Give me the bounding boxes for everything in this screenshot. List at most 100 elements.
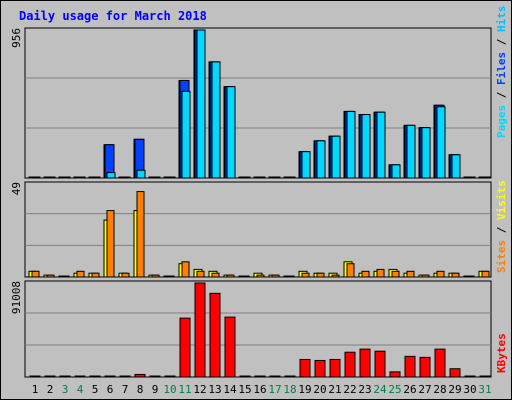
sites-bar-31: [481, 270, 490, 278]
x-tick-label-day-3: 3: [62, 383, 69, 396]
sites-bar-18: [286, 275, 295, 278]
sites-bar-11: [181, 261, 190, 278]
pages-bar-11: [181, 90, 191, 179]
legend-sep-1: /: [495, 85, 508, 105]
sites-bar-25: [391, 270, 400, 278]
kbytes-bar-18: [284, 375, 296, 378]
kbytes-bar-27: [419, 356, 431, 378]
sites-bar-13: [211, 272, 220, 278]
sites-bar-17: [271, 274, 280, 278]
pages-bar-20: [316, 140, 326, 179]
pages-bar-17: [271, 176, 281, 179]
sites-bar-3: [61, 275, 70, 278]
x-tick-label-day-5: 5: [92, 383, 99, 396]
kbytes-scale-max-label: 91008: [10, 281, 23, 314]
x-tick-label-day-2: 2: [47, 383, 54, 396]
kbytes-bar-6: [104, 375, 116, 378]
sites-bar-14: [226, 274, 235, 278]
pages-bar-6: [106, 172, 116, 179]
kbytes-bar-30: [464, 375, 476, 378]
sites-bar-2: [46, 274, 55, 278]
kbytes-bar-23: [359, 348, 371, 378]
legend-visits: Visits: [495, 180, 508, 220]
pages-bar-3: [61, 176, 71, 179]
sites-bar-28: [436, 270, 445, 278]
x-axis-day-labels: 1 2 3 4 5 6 7 8 9 10 11 12 13 14 15 16 17 18 19 20 21 22 23 24 2…: [32, 383, 492, 396]
x-tick-label-day-6: 6: [107, 383, 114, 396]
sites-bar-22: [346, 263, 355, 278]
kbytes-bar-19: [299, 358, 311, 378]
pages-bar-10: [166, 176, 176, 179]
pages-bar-28: [436, 106, 446, 179]
sites-bar-19: [301, 272, 310, 278]
sites-bar-10: [166, 275, 175, 278]
visits-sites-panel: [24, 181, 492, 278]
sites-bar-4: [76, 270, 85, 278]
kbytes-bar-25: [389, 371, 401, 378]
x-tick-label-day-28: 28: [433, 383, 446, 396]
x-tick-label-day-11: 11: [178, 383, 191, 396]
sites-bar-26: [406, 270, 415, 278]
legend-sites-visits: Sites / Visits: [495, 180, 508, 273]
kbytes-bar-14: [224, 316, 236, 378]
kbytes-bar-8: [134, 373, 146, 378]
pages-bar-22: [346, 110, 356, 179]
sites-bar-23: [361, 270, 370, 278]
pages-bar-5: [91, 176, 101, 179]
pages-bar-15: [241, 176, 251, 179]
kbytes-bar-13: [209, 292, 221, 378]
pages-bar-21: [331, 135, 341, 179]
x-tick-label-day-4: 4: [77, 383, 84, 396]
hits-scale-max-label: 956: [10, 28, 23, 48]
legend-hits: Hits: [495, 6, 508, 33]
x-tick-label-day-10: 10: [163, 383, 176, 396]
x-tick-label-day-26: 26: [403, 383, 416, 396]
pages-bar-27: [421, 127, 431, 179]
x-tick-label-day-15: 15: [238, 383, 251, 396]
kbytes-bar-31: [479, 375, 491, 378]
visits-scale-max-label: 49: [10, 182, 23, 195]
kbytes-bar-12: [194, 282, 206, 378]
sites-bar-21: [331, 274, 340, 278]
pages-bar-19: [301, 151, 311, 179]
x-tick-label-day-7: 7: [122, 383, 129, 396]
kbytes-bar-11: [179, 317, 191, 378]
kbytes-bar-16: [254, 375, 266, 378]
x-tick-label-day-24: 24: [373, 383, 387, 396]
legend-sep-2: /: [495, 32, 508, 52]
x-tick-label-day-14: 14: [223, 383, 237, 396]
pages-bar-7: [121, 176, 131, 179]
sites-bar-24: [376, 268, 385, 278]
sites-bar-7: [121, 272, 130, 278]
pages-bar-31: [481, 176, 491, 179]
legend-files: Files: [495, 52, 508, 85]
kbytes-bar-1: [29, 375, 41, 378]
sites-bar-1: [31, 270, 40, 278]
x-tick-label-day-25: 25: [388, 383, 401, 396]
kbytes-bar-28: [434, 348, 446, 378]
legend-kbytes-label: KBytes: [495, 333, 508, 373]
sites-bar-27: [421, 274, 430, 278]
x-tick-label-day-19: 19: [298, 383, 311, 396]
sites-bar-8: [136, 191, 145, 278]
kbytes-bar-3: [59, 375, 71, 378]
sites-bar-29: [451, 272, 460, 278]
x-tick-label-day-17: 17: [268, 383, 281, 396]
chart-title: Daily usage for March 2018: [19, 9, 207, 23]
pages-bar-18: [286, 176, 296, 179]
x-tick-label-day-21: 21: [328, 383, 341, 396]
x-tick-label-day-16: 16: [253, 383, 266, 396]
sites-bar-16: [256, 274, 265, 278]
pages-bar-14: [226, 86, 236, 179]
pages-bar-9: [151, 176, 161, 179]
legend-sites: Sites: [495, 240, 508, 273]
pages-bar-24: [376, 111, 386, 179]
hits-files-pages-panel: [24, 27, 492, 179]
pages-bar-25: [391, 164, 401, 179]
pages-bar-30: [466, 176, 476, 179]
kbytes-panel: [24, 280, 492, 378]
sites-bar-30: [466, 275, 475, 278]
visits-plot-area: [24, 181, 492, 278]
